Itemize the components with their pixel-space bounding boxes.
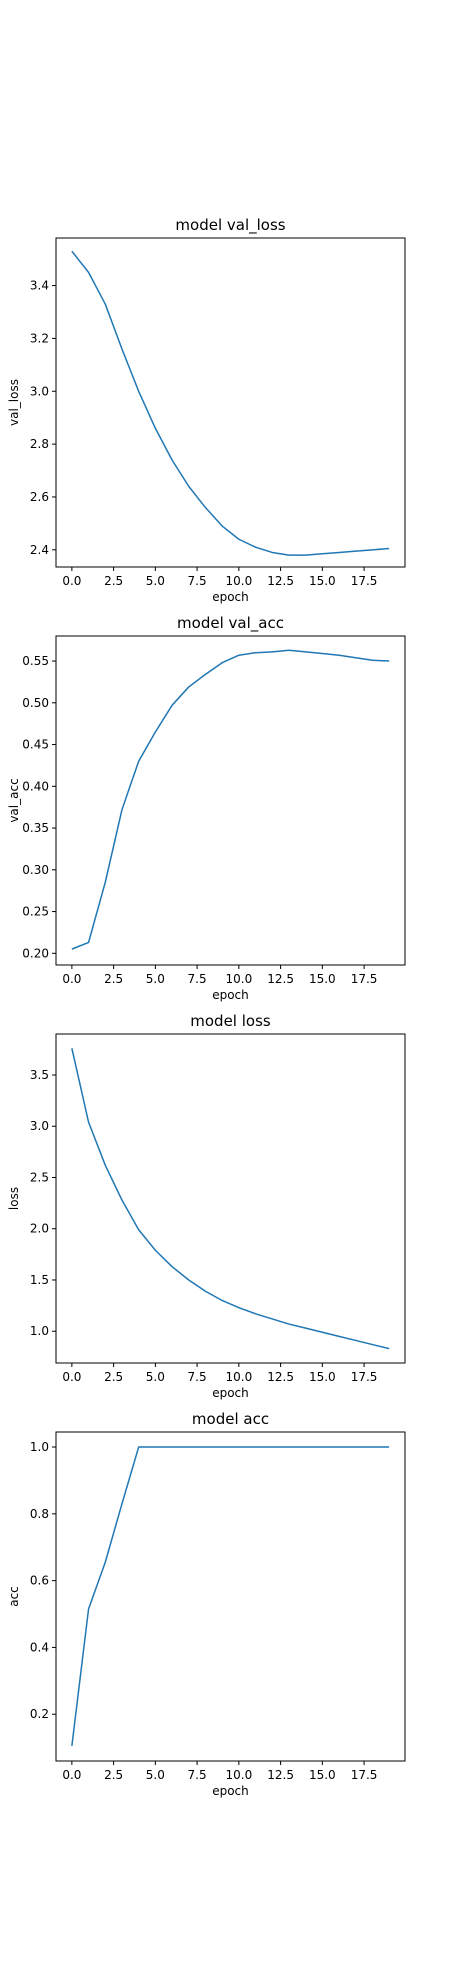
y-axis-label: val_acc xyxy=(7,778,21,822)
y-tick-label: 3.0 xyxy=(30,1119,49,1133)
x-tick-label: 2.5 xyxy=(104,1768,123,1782)
y-tick-label: 2.4 xyxy=(30,543,49,557)
chart-title: model val_loss xyxy=(175,216,285,235)
x-tick-label: 15.0 xyxy=(309,972,336,986)
plot-area xyxy=(55,1033,406,1364)
x-tick-label: 5.0 xyxy=(146,1370,165,1384)
plot-area xyxy=(55,237,406,568)
x-tick-label: 17.5 xyxy=(351,1370,378,1384)
x-tick-label: 15.0 xyxy=(309,1768,336,1782)
x-tick-label: 5.0 xyxy=(146,574,165,588)
x-tick-label: 7.5 xyxy=(188,1768,207,1782)
y-tick-label: 3.4 xyxy=(30,279,49,293)
chart-3: model loss 0.0 2.5 5.0 7.5 10.0 12.5 15.0 17.5 1.… xyxy=(7,1012,406,1400)
y-axis-label: val_loss xyxy=(7,379,21,426)
plot-area xyxy=(55,1431,406,1762)
series-line xyxy=(71,1048,390,1350)
chart-title: model val_acc xyxy=(177,614,284,633)
x-axis-label: epoch xyxy=(212,1386,249,1400)
x-tick-label: 17.5 xyxy=(351,1768,378,1782)
y-tick-label: 0.55 xyxy=(22,654,49,668)
x-axis-label: epoch xyxy=(212,590,249,604)
y-tick-label: 0.35 xyxy=(22,821,49,835)
x-tick-label: 0.0 xyxy=(62,972,81,986)
series-line xyxy=(71,649,390,950)
y-tick-label: 1.5 xyxy=(30,1273,49,1287)
y-tick-label: 2.8 xyxy=(30,437,49,451)
x-tick-label: 12.5 xyxy=(267,574,294,588)
x-tick-label: 0.0 xyxy=(62,574,81,588)
y-tick-label: 0.40 xyxy=(22,779,49,793)
x-tick-label: 15.0 xyxy=(309,1370,336,1384)
x-tick-label: 7.5 xyxy=(188,1370,207,1384)
chart-1: model val_loss 0.0 2.5 5.0 7.5 10.0 12.5 15.0 17… xyxy=(7,216,406,604)
chart-title: model acc xyxy=(192,1410,269,1428)
y-tick-label: 1.0 xyxy=(30,1324,49,1338)
chart-4: model acc 0.0 2.5 5.0 7.5 10.0 12.5 15.0 17.5 0.2… xyxy=(7,1410,406,1798)
x-axis-label: epoch xyxy=(212,988,249,1002)
y-tick-label: 3.5 xyxy=(30,1068,49,1082)
x-tick-label: 12.5 xyxy=(267,1370,294,1384)
x-tick-label: 2.5 xyxy=(104,1370,123,1384)
chart-title: model loss xyxy=(190,1012,271,1030)
y-tick-label: 1.0 xyxy=(30,1440,49,1454)
y-axis-label: acc xyxy=(7,1586,21,1607)
x-tick-label: 12.5 xyxy=(267,972,294,986)
y-tick-label: 2.5 xyxy=(30,1170,49,1184)
x-tick-label: 10.0 xyxy=(225,1370,252,1384)
x-tick-label: 5.0 xyxy=(146,1768,165,1782)
x-tick-label: 10.0 xyxy=(225,1768,252,1782)
y-tick-label: 3.2 xyxy=(30,331,49,345)
y-tick-label: 2.0 xyxy=(30,1222,49,1236)
x-tick-label: 7.5 xyxy=(188,972,207,986)
y-axis-label: loss xyxy=(7,1187,21,1210)
x-tick-label: 17.5 xyxy=(351,574,378,588)
y-tick-label: 0.30 xyxy=(22,863,49,877)
series-line xyxy=(71,1446,390,1747)
y-tick-label: 2.6 xyxy=(30,490,49,504)
x-tick-label: 5.0 xyxy=(146,972,165,986)
y-tick-label: 0.45 xyxy=(22,738,49,752)
y-tick-label: 0.2 xyxy=(30,1707,49,1721)
y-tick-label: 0.20 xyxy=(22,946,49,960)
y-tick-label: 0.25 xyxy=(22,905,49,919)
x-tick-label: 0.0 xyxy=(62,1768,81,1782)
x-tick-label: 12.5 xyxy=(267,1768,294,1782)
x-tick-label: 7.5 xyxy=(188,574,207,588)
x-tick-label: 10.0 xyxy=(225,972,252,986)
x-tick-label: 2.5 xyxy=(104,972,123,986)
x-tick-label: 15.0 xyxy=(309,574,336,588)
y-tick-label: 3.0 xyxy=(30,384,49,398)
x-tick-label: 2.5 xyxy=(104,574,123,588)
x-tick-label: 17.5 xyxy=(351,972,378,986)
y-tick-label: 0.6 xyxy=(30,1574,49,1588)
x-tick-label: 0.0 xyxy=(62,1370,81,1384)
x-tick-label: 10.0 xyxy=(225,574,252,588)
plot-area xyxy=(55,635,406,966)
chart-2: model val_acc 0.0 2.5 5.0 7.5 10.0 12.5 15.0 17.… xyxy=(7,614,406,1002)
y-tick-label: 0.8 xyxy=(30,1507,49,1521)
series-line xyxy=(71,250,390,556)
x-axis-label: epoch xyxy=(212,1784,249,1798)
y-tick-label: 0.4 xyxy=(30,1640,49,1654)
y-tick-label: 0.50 xyxy=(22,696,49,710)
